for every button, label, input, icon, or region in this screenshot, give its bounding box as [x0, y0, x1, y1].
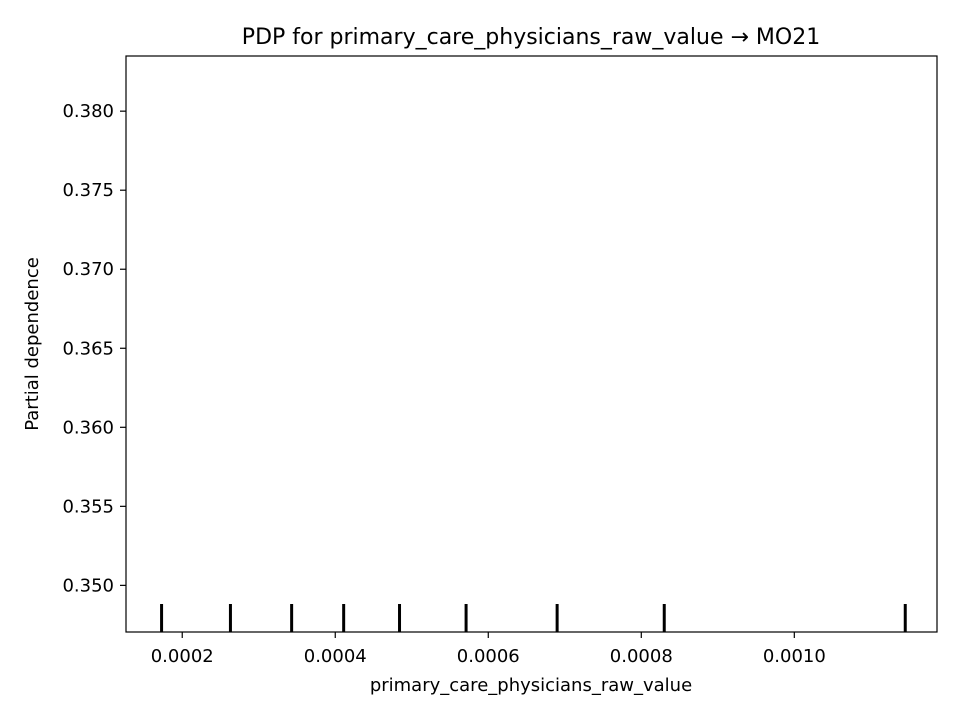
- y-tick-label: 0.365: [62, 338, 114, 359]
- decile-rug: [160, 604, 907, 632]
- y-tick-label: 0.360: [62, 417, 114, 438]
- chart-title: PDP for primary_care_physicians_raw_valu…: [242, 25, 820, 50]
- plot-area-frame: [125, 55, 938, 633]
- y-tick-label: 0.350: [62, 575, 114, 596]
- y-tick-label: 0.355: [62, 496, 114, 517]
- y-tick-label: 0.370: [62, 259, 114, 280]
- x-axis-label: primary_care_physicians_raw_value: [370, 675, 692, 696]
- y-axis: 0.350 0.355 0.360 0.365 0.370 0.375 0.380: [62, 101, 126, 596]
- x-tick-label: 0.0006: [457, 646, 520, 667]
- x-tick-label: 0.0010: [763, 646, 826, 667]
- x-axis: 0.0002 0.0004 0.0006 0.0008 0.0010: [151, 632, 826, 667]
- y-tick-label: 0.380: [62, 101, 114, 122]
- x-tick-label: 0.0004: [304, 646, 367, 667]
- x-tick-label: 0.0008: [610, 646, 673, 667]
- x-tick-label: 0.0002: [151, 646, 214, 667]
- y-tick-label: 0.375: [62, 180, 114, 201]
- y-axis-label: Partial dependence: [22, 257, 43, 431]
